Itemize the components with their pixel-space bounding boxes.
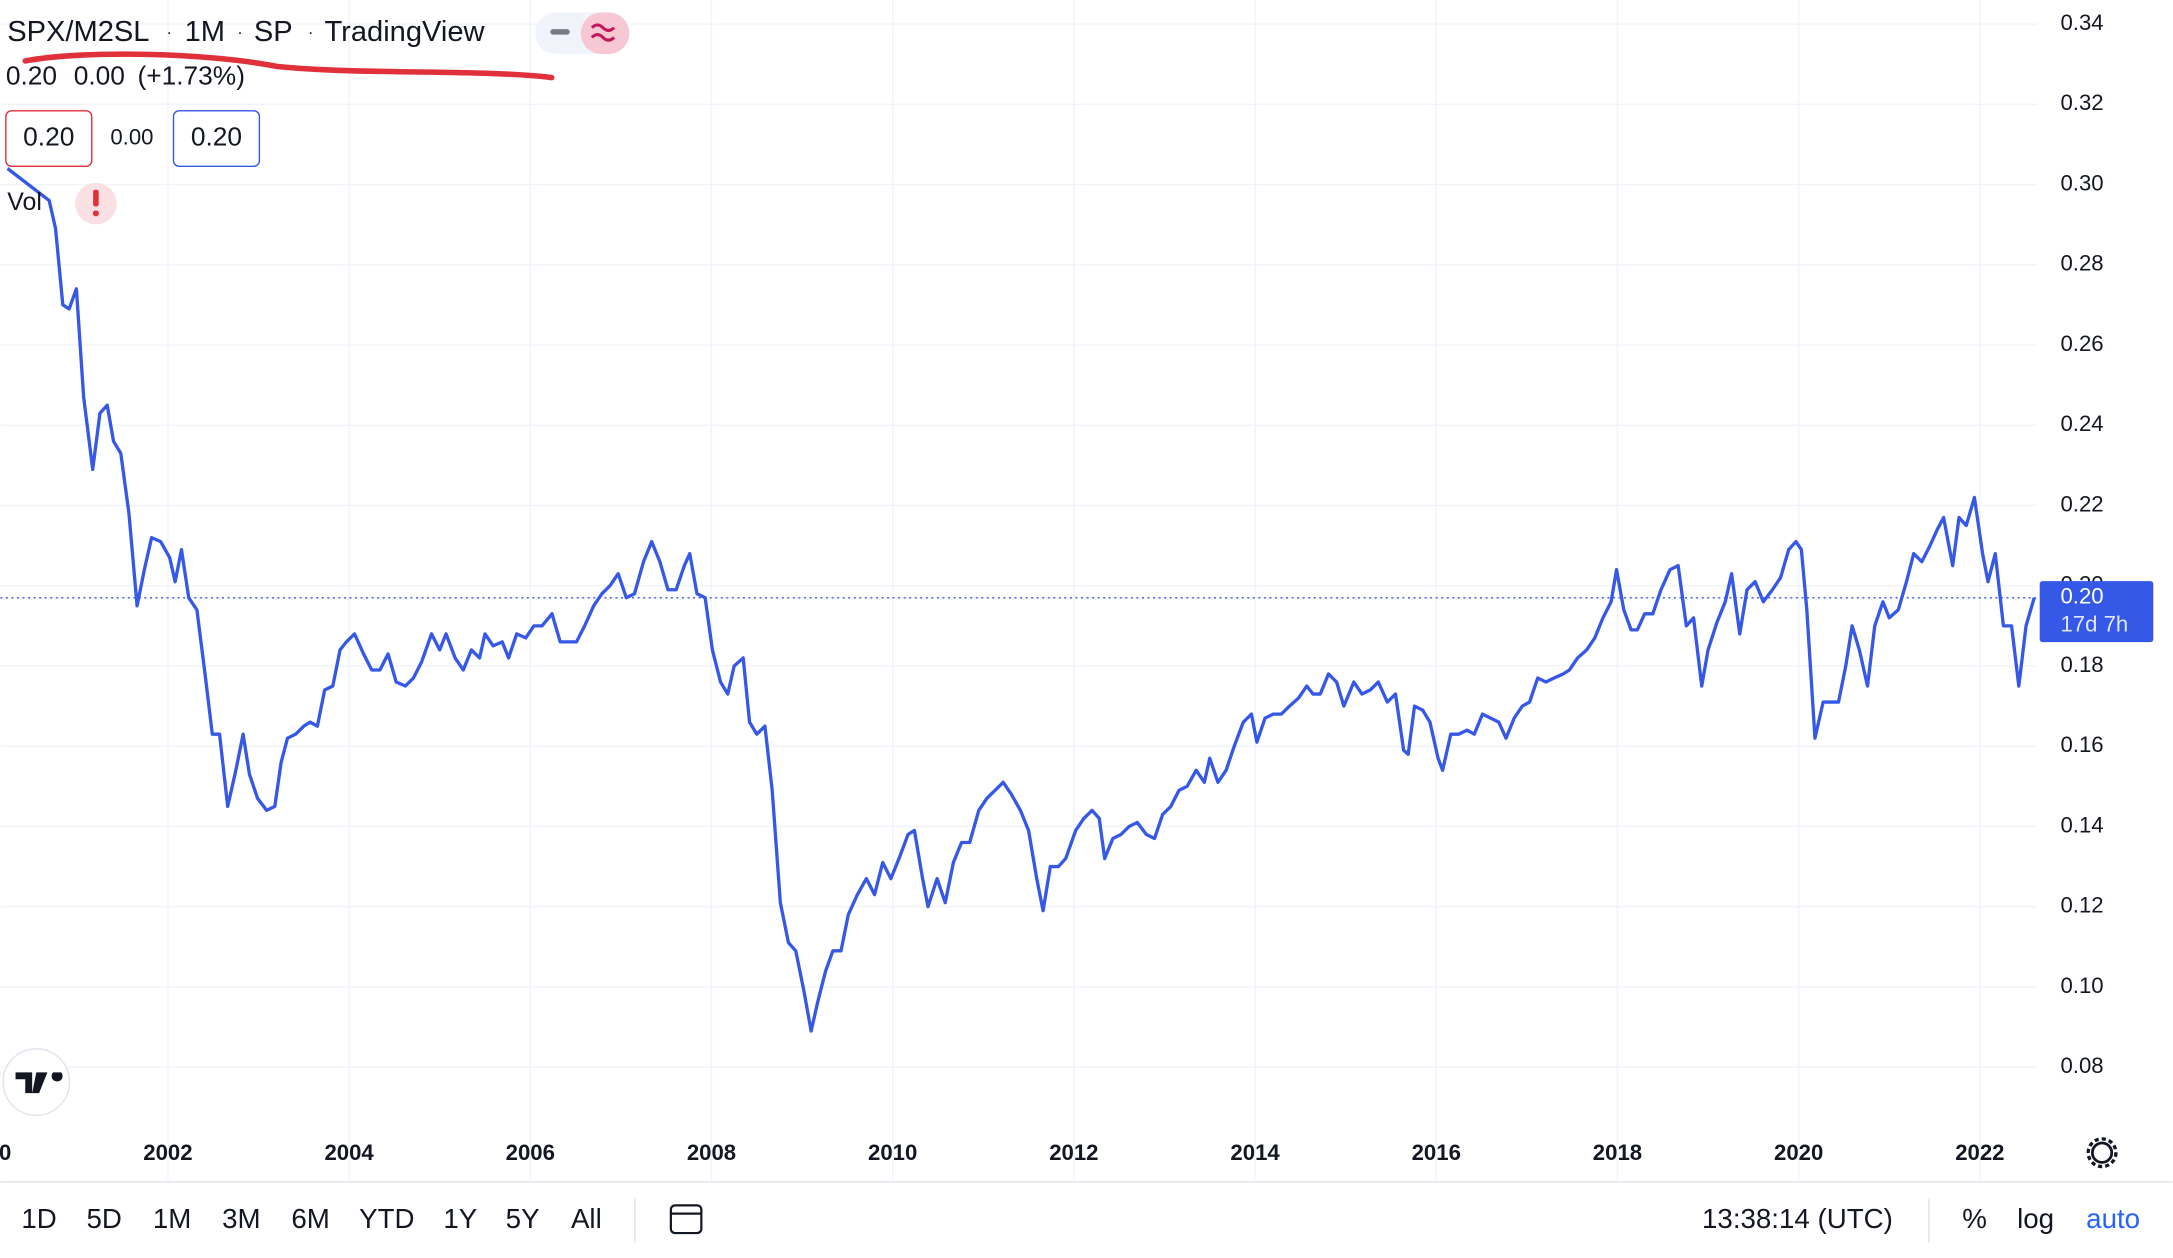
y-tick-label: 0.16 <box>2060 732 2103 757</box>
sep: · <box>308 23 314 42</box>
range-button[interactable]: 6M <box>291 1203 329 1234</box>
icon-approx <box>590 23 616 42</box>
interval[interactable]: 1M <box>185 16 225 48</box>
logo-mark <box>15 1072 63 1094</box>
price-tag-countdown: 17d 7h <box>2060 611 2128 636</box>
calendar-icon <box>669 1204 703 1235</box>
ask-box[interactable] <box>172 110 261 167</box>
range-button[interactable]: 1Y <box>443 1203 477 1234</box>
range-button[interactable]: 1M <box>153 1203 191 1234</box>
y-tick-label: 0.10 <box>2060 973 2103 998</box>
goto-date[interactable] <box>669 1204 703 1235</box>
range-button[interactable]: All <box>571 1203 602 1234</box>
x-tick-label: 2008 <box>687 1140 736 1165</box>
settings[interactable] <box>2090 1141 2114 1164</box>
y-tick-label: 0.34 <box>2060 10 2103 35</box>
y-tick-label: 0.28 <box>2060 251 2103 276</box>
legend-change: 0.00 <box>74 61 125 91</box>
plot <box>0 167 2037 1033</box>
x-tick-label: 2016 <box>1412 1140 1461 1165</box>
symbol[interactable]: SPX/M2SL <box>7 16 149 48</box>
y-tick-label: 0.12 <box>2060 893 2103 918</box>
x-tick-label: 2004 <box>324 1140 374 1165</box>
price-tag <box>2039 581 2154 643</box>
x-tick-label: 2018 <box>1593 1140 1642 1165</box>
x-tick-label: 2006 <box>506 1140 555 1165</box>
x-tick-label: 2010 <box>868 1140 917 1165</box>
spread: 0.00 <box>110 124 153 149</box>
settings-teeth <box>2086 1137 2118 1169</box>
x-tick-label: 2014 <box>1230 1140 1280 1165</box>
source: TradingView <box>324 16 485 48</box>
range-button[interactable]: YTD <box>359 1203 414 1234</box>
legend-last: 0.20 <box>6 61 57 91</box>
x-tick-label: 2002 <box>143 1140 192 1165</box>
price-line <box>6 167 2036 1033</box>
legend-change-pct: (+1.73%) <box>137 61 245 91</box>
exchange: SP <box>254 16 293 48</box>
x-tick-label: 2012 <box>1049 1140 1098 1165</box>
range-button[interactable]: 5D <box>87 1203 122 1234</box>
scale-option[interactable]: % <box>1962 1203 1987 1234</box>
y-tick-label: 0.08 <box>2060 1053 2103 1078</box>
sep: · <box>167 23 173 42</box>
y-tick-label: 0.14 <box>2060 812 2103 837</box>
scale-option[interactable]: auto <box>2086 1203 2140 1234</box>
sep: · <box>237 23 243 42</box>
icon-minus <box>550 29 570 35</box>
y-tick-label: 0.22 <box>2060 491 2103 516</box>
toggle-active[interactable] <box>580 12 630 55</box>
volume-label: Vol <box>7 188 42 216</box>
bid-box[interactable] <box>5 110 93 167</box>
warning-icon <box>92 210 99 217</box>
y-tick-label: 0.32 <box>2060 90 2103 115</box>
x-tick-label: 2000 <box>0 1140 11 1165</box>
x-tick-label: 2020 <box>1774 1140 1823 1165</box>
toolbar: 1D 5D 1M 3M 6M YTD 1Y 5Y All% log auto <box>21 1203 2140 1234</box>
warning-icon <box>93 189 99 207</box>
x-tick-label: 2022 <box>1955 1140 2004 1165</box>
clock: 13:38:14 (UTC) <box>1702 1203 1893 1234</box>
axes: 0.08 0.10 0.12 0.14 0.16 0.18 0.20 0.22 0.24 0.26… <box>0 10 2154 1165</box>
y-tick-label: 0.26 <box>2060 331 2103 356</box>
annotation-underline <box>22 51 555 81</box>
y-tick-label: 0.30 <box>2060 170 2103 195</box>
ask: 0.20 <box>191 121 242 151</box>
price-tag-value: 0.20 <box>2060 584 2103 609</box>
grid <box>0 0 2037 1181</box>
y-tick-label: 0.18 <box>2060 652 2103 677</box>
range-button[interactable]: 3M <box>222 1203 260 1234</box>
range-button[interactable]: 5Y <box>506 1203 540 1234</box>
bid: 0.20 <box>23 121 74 151</box>
y-tick-label: 0.24 <box>2060 411 2103 436</box>
scale-option[interactable]: log <box>2017 1203 2054 1234</box>
range-button[interactable]: 1D <box>21 1203 56 1234</box>
